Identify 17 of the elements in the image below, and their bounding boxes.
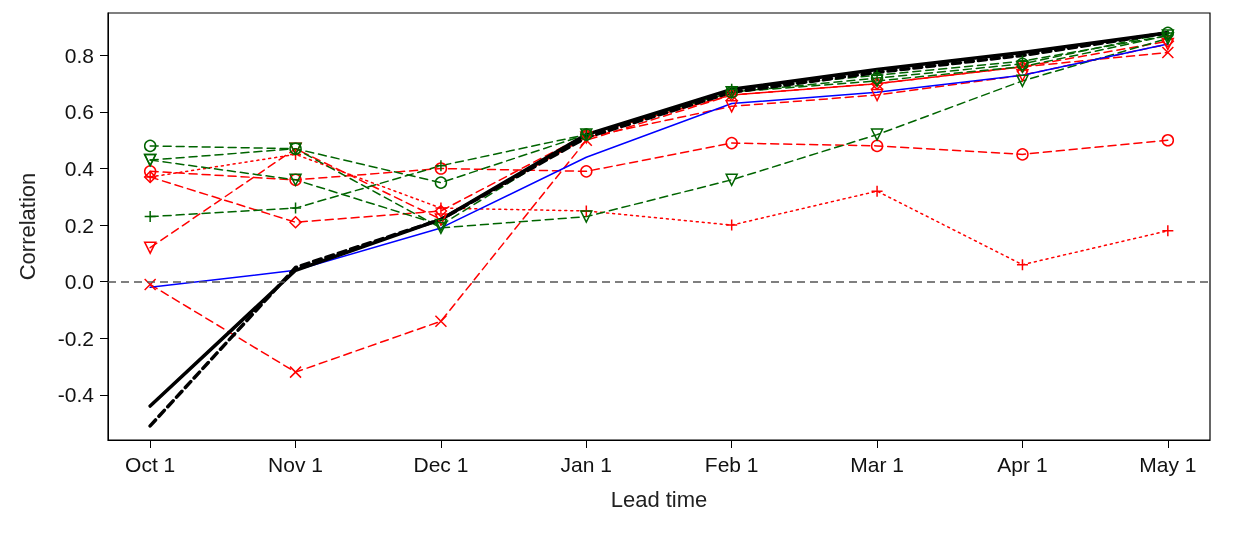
x-tick-label: Dec 1 xyxy=(413,453,469,476)
x-tick-label: Mar 1 xyxy=(850,453,904,476)
y-tick-label: 0.6 xyxy=(64,100,94,124)
x-tick-label: Oct 1 xyxy=(125,453,176,476)
x-tick-label: Nov 1 xyxy=(268,453,323,476)
y-tick-label: 0.0 xyxy=(64,270,94,294)
x-tick-label: Feb 1 xyxy=(704,453,759,476)
x-axis-title: Lead time xyxy=(610,486,708,512)
y-tick-label: 0.2 xyxy=(64,213,94,237)
x-tick-label: Apr 1 xyxy=(997,453,1048,476)
y-axis-title: Correlation xyxy=(14,172,40,281)
x-tick-label: May 1 xyxy=(1139,453,1197,476)
y-tick-label: -0.2 xyxy=(57,326,94,350)
y-tick-label: -0.4 xyxy=(57,383,95,407)
x-tick-label: Jan 1 xyxy=(560,453,612,476)
y-tick-label: 0.4 xyxy=(64,157,95,181)
y-tick-label: 0.8 xyxy=(64,43,94,67)
